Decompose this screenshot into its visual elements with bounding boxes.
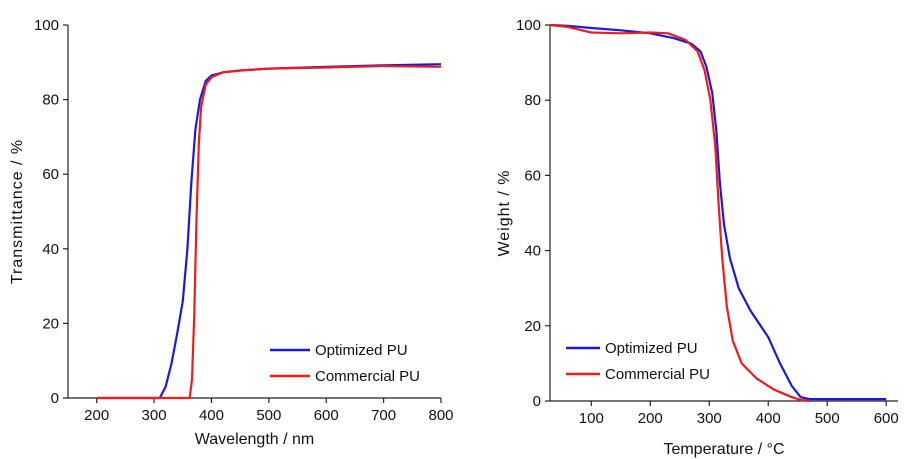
y-tick-label: 80 bbox=[42, 92, 59, 109]
y-tick-label: 60 bbox=[42, 166, 59, 183]
x-tick-label: 300 bbox=[697, 410, 722, 427]
legend-label-commercial-pu: Commercial PU bbox=[605, 366, 710, 383]
x-tick-label: 100 bbox=[579, 410, 604, 427]
series-line-commercial-pu bbox=[549, 23, 810, 403]
y-tick-label: 0 bbox=[51, 390, 59, 407]
legend: Optimized PU Commercial PU bbox=[566, 340, 710, 383]
x-tick-label: 400 bbox=[756, 410, 781, 427]
x-tick-label: 800 bbox=[428, 407, 453, 424]
chart-1: 200 300 400 500 600 700 800 0 20 40 60 80 100 Wavelen… bbox=[9, 17, 454, 448]
x-tick-label: 400 bbox=[199, 407, 224, 424]
x-tick-label: 600 bbox=[314, 407, 339, 424]
legend-label-optimized-pu: Optimized PU bbox=[315, 342, 408, 359]
y-tick-label: 0 bbox=[533, 393, 541, 410]
legend: Optimized PU Commercial PU bbox=[270, 342, 420, 385]
x-tick-label: 300 bbox=[142, 407, 167, 424]
y-tick-label: 100 bbox=[34, 17, 59, 34]
x-axis-title: Wavelength / nm bbox=[195, 431, 314, 448]
y-axis-title: Weight / % bbox=[496, 169, 513, 256]
x-tick-label: 700 bbox=[371, 407, 396, 424]
y-tick-label: 40 bbox=[524, 243, 541, 260]
legend-label-optimized-pu: Optimized PU bbox=[605, 340, 698, 357]
y-tick-label: 40 bbox=[42, 241, 59, 258]
y-axis-title: Transmittance / % bbox=[9, 139, 26, 284]
x-tick-label: 200 bbox=[638, 410, 663, 427]
legend-label-commercial-pu: Commercial PU bbox=[315, 368, 420, 385]
y-tick-label: 60 bbox=[524, 167, 541, 184]
y-tick-label: 80 bbox=[524, 92, 541, 109]
x-tick-label: 600 bbox=[874, 410, 899, 427]
x-tick-label: 500 bbox=[256, 407, 281, 424]
x-axis-title: Temperature / °C bbox=[663, 441, 784, 458]
y-tick-label: 100 bbox=[516, 17, 541, 34]
x-tick-label: 500 bbox=[815, 410, 840, 427]
series-line-commercial-pu bbox=[96, 64, 442, 400]
x-tick-label: 200 bbox=[84, 407, 109, 424]
y-tick-label: 20 bbox=[524, 318, 541, 335]
chart-2: 100 200 300 400 500 600 0 20 40 60 80 100 Temperatur… bbox=[496, 17, 899, 458]
y-tick-label: 20 bbox=[42, 315, 59, 332]
